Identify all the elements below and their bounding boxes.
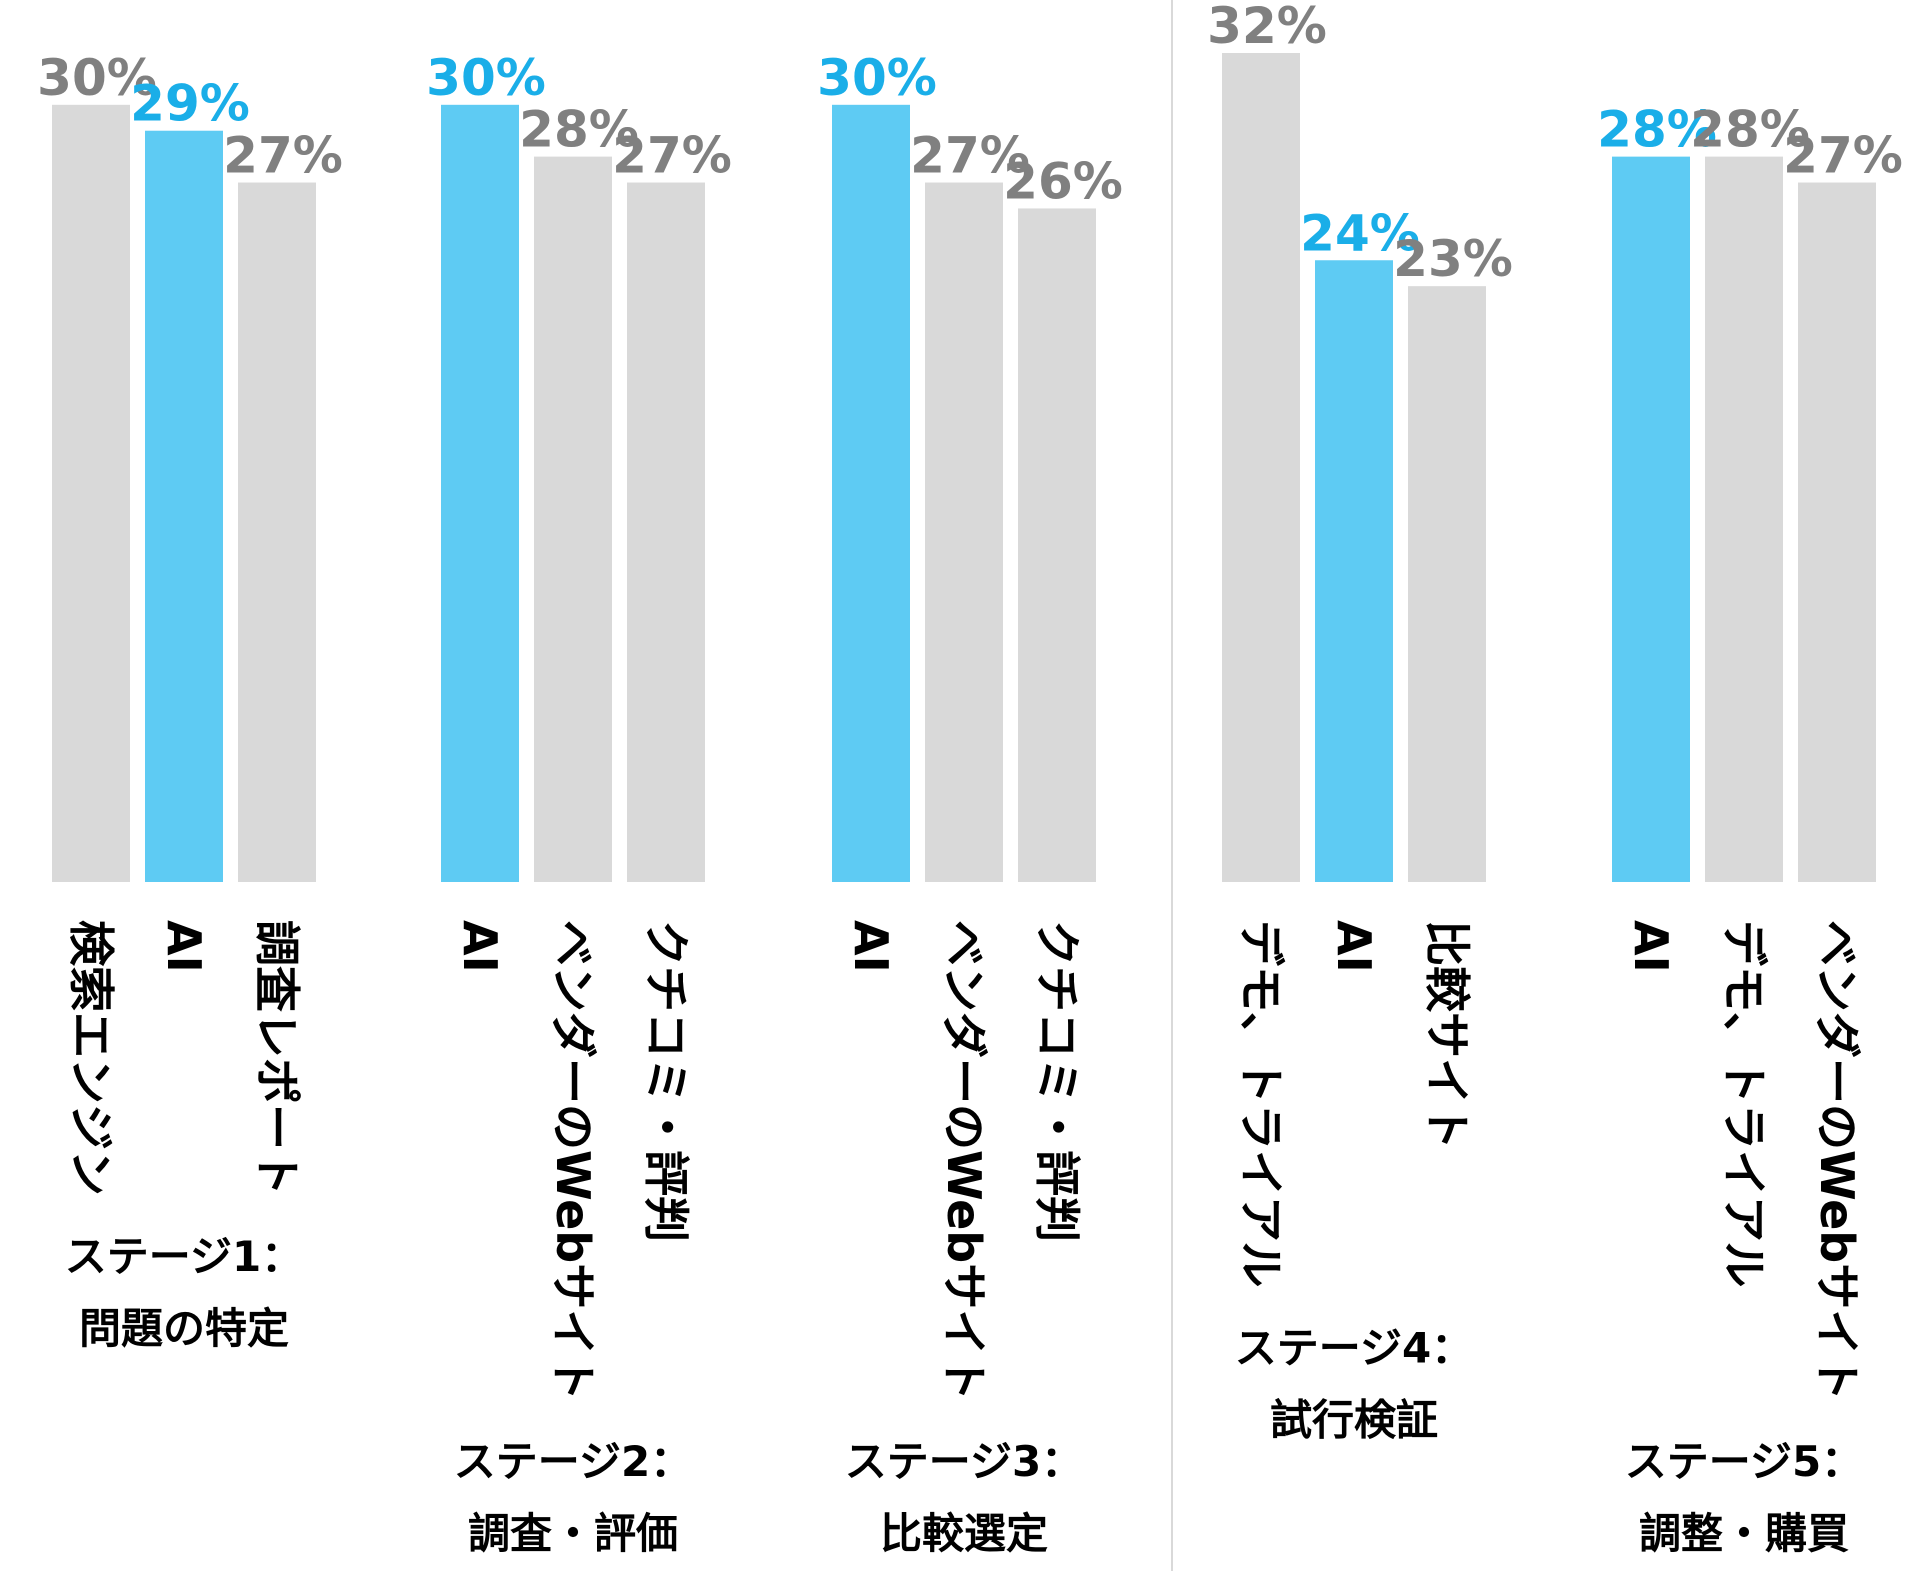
category-label-5-1: AI xyxy=(1624,920,1678,973)
value-label-4-2: 24% xyxy=(1300,204,1420,262)
bar-4-2 xyxy=(1315,260,1393,882)
category-label-1-2: AI xyxy=(157,920,211,973)
value-label-5-2: 28% xyxy=(1690,101,1810,159)
category-label-1-3: 調査レポート xyxy=(250,920,304,1196)
category-label-4-3: 比較サイト xyxy=(1420,920,1474,1150)
bar-5-2 xyxy=(1705,156,1783,882)
bar-2-2 xyxy=(534,156,612,882)
stage-name-4: 試行検証 xyxy=(1270,1396,1438,1445)
bar-4-3 xyxy=(1408,286,1486,882)
stage-label-3: ステージ3： xyxy=(845,1437,1083,1486)
value-label-3-2: 27% xyxy=(910,127,1030,185)
value-label-2-1: 30% xyxy=(426,49,546,107)
stage-label-1: ステージ1： xyxy=(65,1232,303,1281)
bar-3-1 xyxy=(832,104,910,882)
bar-3-3 xyxy=(1018,208,1096,882)
category-label-5-2: デモ、トライアル xyxy=(1717,920,1771,1288)
stage-name-2: 調査・評価 xyxy=(468,1509,678,1558)
bar-2-1 xyxy=(441,104,519,882)
category-label-3-3: クチコミ・評判 xyxy=(1030,920,1084,1242)
value-label-2-3: 27% xyxy=(612,127,732,185)
value-label-1-3: 27% xyxy=(223,127,343,185)
stage-label-2: ステージ2： xyxy=(454,1437,692,1486)
stage-name-1: 問題の特定 xyxy=(79,1304,289,1353)
category-label-1-1: 検索エンジン xyxy=(64,920,118,1196)
category-label-2-2: ベンダーのWebサイト xyxy=(546,920,600,1401)
value-label-2-2: 28% xyxy=(519,101,639,159)
bar-5-1 xyxy=(1612,156,1690,882)
value-label-4-1: 32% xyxy=(1207,0,1327,55)
category-label-2-1: AI xyxy=(453,920,507,973)
bar-2-3 xyxy=(627,182,705,882)
bar-4-1 xyxy=(1222,53,1300,882)
bar-1-2 xyxy=(145,130,223,882)
value-label-4-3: 23% xyxy=(1393,230,1513,288)
category-label-5-3: ベンダーのWebサイト xyxy=(1810,920,1864,1401)
category-label-3-2: ベンダーのWebサイト xyxy=(937,920,991,1401)
bar-1-3 xyxy=(238,182,316,882)
value-label-3-1: 30% xyxy=(817,49,937,107)
stage-name-5: 調整・購買 xyxy=(1639,1509,1849,1558)
stage-name-3: 比較選定 xyxy=(880,1509,1048,1558)
value-label-3-3: 26% xyxy=(1003,152,1123,210)
stage-label-4: ステージ4： xyxy=(1235,1324,1473,1373)
bar-3-2 xyxy=(925,182,1003,882)
category-label-4-1: デモ、トライアル xyxy=(1234,920,1288,1288)
value-label-1-1: 30% xyxy=(37,49,157,107)
value-label-5-3: 27% xyxy=(1783,127,1903,185)
bar-1-1 xyxy=(52,104,130,882)
category-label-4-2: AI xyxy=(1327,920,1381,973)
category-label-2-3: クチコミ・評判 xyxy=(639,920,693,1242)
category-label-3-1: AI xyxy=(844,920,898,973)
bar-5-3 xyxy=(1798,182,1876,882)
value-label-5-1: 28% xyxy=(1597,101,1717,159)
stage-label-5: ステージ5： xyxy=(1625,1437,1863,1486)
value-label-1-2: 29% xyxy=(130,75,250,133)
